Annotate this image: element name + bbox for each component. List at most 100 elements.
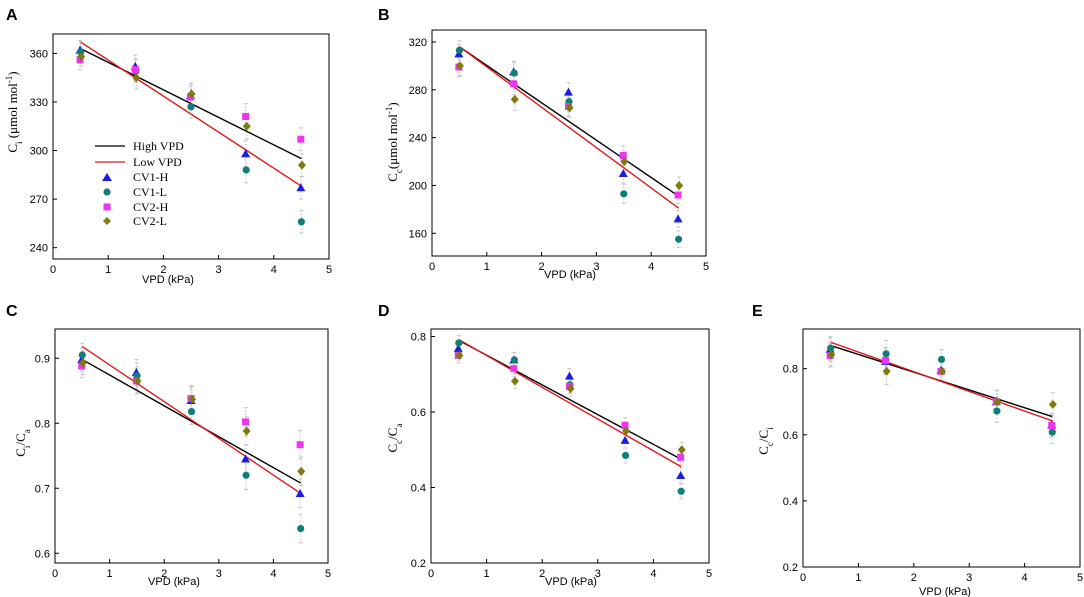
x-tick-label-b-0: 0 <box>429 261 435 273</box>
legend: High VPD Low VPD CV1-H CV1-L CV2-H CV2-L <box>95 139 184 228</box>
x-tick-label-c-4: 4 <box>270 568 276 580</box>
y-axis-title-c: Ci/Ca <box>13 429 32 456</box>
point-cv1l-c-0 <box>78 351 86 359</box>
y-tick-label-e-2: 0.6 <box>783 430 798 442</box>
point-cv2h-b-4 <box>674 191 682 199</box>
x-tick-label-d-4: 4 <box>650 568 656 580</box>
x-tick-label-e-3: 3 <box>966 572 972 584</box>
point-cv2l-e-0 <box>827 350 836 360</box>
point-cv1l-a-2 <box>187 103 195 111</box>
point-cv2h-d-4 <box>677 453 685 461</box>
point-cv1l-c-4 <box>297 524 305 533</box>
point-cv2l-c-0 <box>78 358 87 368</box>
x-tick-label-d-5: 5 <box>706 568 712 580</box>
legend-marker-cv2-l <box>103 217 111 225</box>
y-tick-label-a-2: 300 <box>30 146 48 158</box>
plot-frame-c <box>54 328 329 564</box>
x-tick-label-a-4: 4 <box>271 264 277 276</box>
point-cv2h-d-3 <box>621 421 629 429</box>
point-cv1l-d-4 <box>677 487 685 495</box>
fit-line-low-vpd-c <box>81 345 302 495</box>
x-tick-label-c-0: 0 <box>52 568 58 580</box>
x-tick-label-c-1: 1 <box>107 568 113 580</box>
legend-label-cv1-h: CV1-H <box>133 170 169 184</box>
point-cv1h-c-4 <box>295 488 305 497</box>
plot-d: 0 1 2 3 4 5 0.2 0.4 0.6 0.8 <box>411 328 712 580</box>
plot-a: 0 1 2 3 4 5 240 270 300 330 360 <box>30 33 332 276</box>
panel-d: D 0 1 2 3 4 5 0.2 0.4 0.6 0.8 VPD (kPa) Cc/Ca <box>378 303 712 588</box>
y-tick-label-d-2: 0.6 <box>411 407 426 419</box>
y-tick-label-c-3: 0.9 <box>35 353 50 365</box>
y-axis-title-e: Cc/Ci <box>756 427 775 455</box>
x-tick-label-b-5: 5 <box>703 261 709 273</box>
point-cv2l-b-3 <box>620 157 629 167</box>
fit-line-low-vpd-a <box>80 41 302 187</box>
point-cv2h-b-3 <box>619 152 627 160</box>
y-tick-label-b-1: 200 <box>409 180 427 192</box>
point-cv1h-d-4 <box>676 470 686 479</box>
x-tick-label-c-5: 5 <box>325 568 331 580</box>
plot-frame-e <box>802 328 1081 568</box>
point-cv1h-c-3 <box>241 454 251 463</box>
x-axis-title-d: VPD (kPa) <box>545 576 597 588</box>
legend-marker-cv2-h <box>103 203 111 211</box>
y-tick-label-b-4: 320 <box>409 37 427 49</box>
point-cv2h-c-3 <box>242 418 250 426</box>
point-cv2l-b-1 <box>510 94 519 104</box>
y-tick-label-d-1: 0.4 <box>411 483 426 495</box>
point-cv2l-e-1 <box>882 366 891 376</box>
x-tick-label-c-2: 2 <box>161 568 167 580</box>
y-tick-label-e-0: 0.2 <box>783 562 798 574</box>
y-tick-label-b-3: 280 <box>409 85 427 97</box>
x-tick-label-c-3: 3 <box>216 568 222 580</box>
plot-c: 0 1 2 3 4 5 0.6 0.7 0.8 0.9 <box>35 328 331 580</box>
point-cv2l-d-4 <box>677 445 686 455</box>
y-tick-label-b-0: 160 <box>409 228 427 240</box>
y-tick-label-a-4: 360 <box>30 48 48 60</box>
x-tick-label-d-1: 1 <box>484 568 490 580</box>
point-cv2l-b-0 <box>455 61 464 71</box>
y-tick-label-c-0: 0.6 <box>35 548 50 560</box>
point-cv1l-b-1 <box>510 69 518 77</box>
point-cv1l-e-2 <box>937 355 946 364</box>
point-cv2l-a-1 <box>132 73 141 83</box>
point-cv1h-b-3 <box>618 168 628 177</box>
y-tick-label-a-0: 240 <box>30 243 48 255</box>
y-tick-label-c-1: 0.7 <box>35 483 50 495</box>
panel-letter-d: D <box>378 303 390 320</box>
panel-letter-b: B <box>378 7 390 24</box>
point-cv1l-e-1 <box>882 350 890 358</box>
x-tick-label-e-5: 5 <box>1077 572 1083 584</box>
fit-line-low-vpd-e <box>830 341 1053 422</box>
point-cv1h-d-0 <box>453 344 463 353</box>
legend-label-cv2-l: CV2-L <box>133 214 167 228</box>
point-cv1h-d-2 <box>564 371 574 380</box>
point-cv1l-e-4 <box>1048 428 1056 436</box>
point-cv1l-b-4 <box>675 235 683 243</box>
panel-a: A 0 1 2 3 4 5 240 270 300 330 360 VPD (kPa) Ci (μm… <box>4 7 332 286</box>
x-tick-label-d-3: 3 <box>595 568 601 580</box>
point-cv1l-a-4 <box>297 218 305 226</box>
legend-marker-cv1-l <box>103 188 111 196</box>
plot-e: 0 1 2 3 4 5 0.2 0.4 0.6 0.8 <box>783 328 1083 584</box>
x-tick-label-b-3: 3 <box>593 261 599 273</box>
y-tick-label-b-2: 240 <box>409 133 427 145</box>
y-tick-label-a-3: 330 <box>30 97 48 109</box>
x-tick-label-e-0: 0 <box>800 572 806 584</box>
x-tick-label-e-1: 1 <box>855 572 861 584</box>
point-cv2l-d-0 <box>455 350 464 360</box>
point-cv2l-a-3 <box>242 121 251 131</box>
point-cv2l-a-0 <box>77 52 86 62</box>
point-cv2h-e-4 <box>1048 422 1056 430</box>
fit-line-low-vpd-b <box>458 46 680 209</box>
fit-line-low-vpd-d <box>458 338 682 468</box>
y-tick-label-c-2: 0.8 <box>35 418 50 430</box>
legend-label-cv1-l: CV1-L <box>133 185 167 199</box>
point-cv2l-c-2 <box>188 394 197 404</box>
x-axis-title-a: VPD (kPa) <box>142 274 194 286</box>
point-cv1l-e-3 <box>993 407 1001 415</box>
point-cv2l-c-1 <box>133 376 142 386</box>
point-cv1l-d-3 <box>622 451 630 460</box>
point-cv2l-b-4 <box>675 180 684 190</box>
